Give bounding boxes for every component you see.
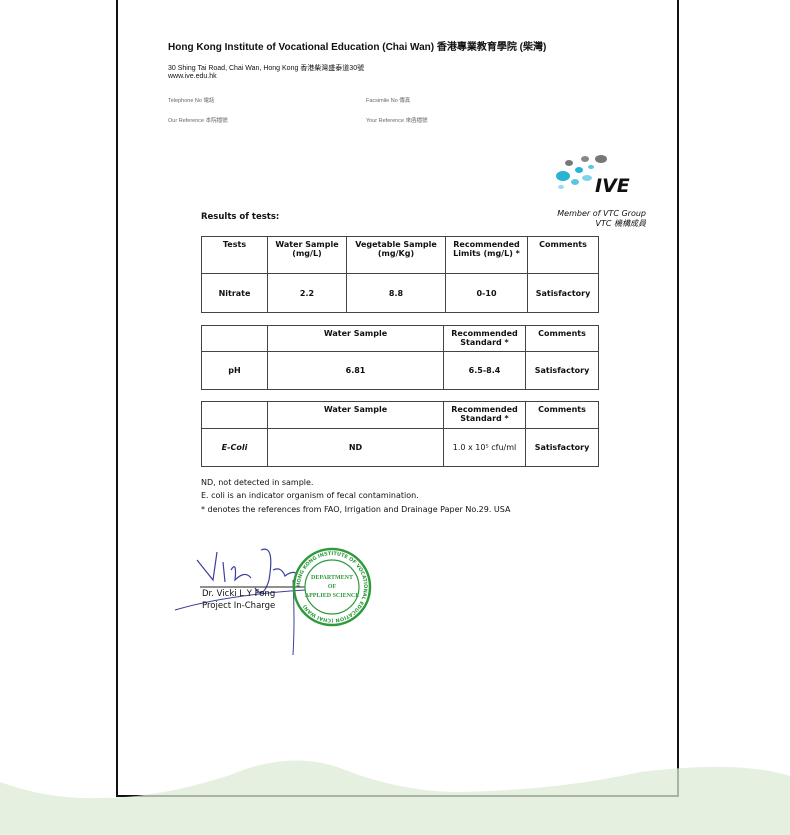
header-comments: Comments (525, 325, 599, 352)
note-nd: ND, not detected in sample. (201, 478, 314, 487)
cell-vegetable: 8.8 (346, 273, 446, 313)
header-water-sample: Water Sample (267, 401, 444, 429)
svg-text:OF: OF (328, 584, 337, 590)
header-recommended-limits: Recommended Limits (mg/L) * (445, 236, 528, 274)
svg-text:APPLIED SCIENCE: APPLIED SCIENCE (305, 593, 360, 599)
svg-text:DEPARTMENT: DEPARTMENT (311, 575, 353, 581)
header-water-sample: Water Sample (mg/L) (267, 236, 347, 274)
signature (174, 548, 306, 656)
header-tests: Tests (201, 236, 268, 274)
signatory-name: Dr. Vicki L Y Fong (202, 589, 276, 599)
member-line-1: Member of VTC Group (557, 209, 646, 218)
telephone-label: Telephone No 電話 (168, 98, 215, 104)
cell-test: Nitrate (201, 273, 268, 313)
header-blank (201, 401, 268, 429)
facsimile-label: Facsimile No 傳真 (366, 98, 411, 104)
document-page (116, 0, 679, 797)
your-reference-label: Your Reference 來函檔號 (366, 118, 428, 124)
cell-comment: Satisfactory (525, 428, 599, 467)
cell-standard: 1.0 x 10⁵ cfu/ml (443, 428, 526, 467)
department-stamp: HONG KONG INSTITUTE OF VOCATIONAL EDUCAT… (292, 547, 372, 627)
signatory-title: Project In-Charge (202, 601, 276, 611)
note-reference: * denotes the references from FAO, Irrig… (201, 505, 511, 514)
ive-logo: IVE (556, 155, 630, 197)
header-recommended-standard: Recommended Standard * (443, 401, 526, 429)
header-comments: Comments (525, 401, 599, 429)
nitrate-table: Tests Water Sample (mg/L) Vegetable Samp… (201, 236, 599, 313)
header-recommended-standard: Recommended Standard * (443, 325, 526, 352)
header-comments: Comments (527, 236, 599, 274)
cell-limit: 0-10 (445, 273, 528, 313)
ecoli-table: Water Sample Recommended Standard * Comm… (201, 401, 599, 467)
cell-water: 6.81 (267, 351, 444, 390)
institution-name: Hong Kong Institute of Vocational Educat… (168, 42, 547, 53)
results-title: Results of tests: (201, 212, 280, 222)
header-vegetable-sample: Vegetable Sample (mg/Kg) (346, 236, 446, 274)
header-blank (201, 325, 268, 352)
svg-text:IVE: IVE (595, 175, 630, 197)
note-ecoli: E. coli is an indicator organism of feca… (201, 491, 419, 500)
table-row: pH 6.81 6.5-8.4 Satisfactory (201, 351, 599, 390)
cell-water: ND (267, 428, 444, 467)
cell-comment: Satisfactory (527, 273, 599, 313)
cell-standard: 6.5-8.4 (443, 351, 526, 390)
table-row: Nitrate 2.2 8.8 0-10 Satisfactory (201, 273, 599, 313)
header-water-sample: Water Sample (267, 325, 444, 352)
our-reference-label: Our Reference 本院檔號 (168, 118, 228, 124)
cell-comment: Satisfactory (525, 351, 599, 390)
cell-water: 2.2 (267, 273, 347, 313)
member-note: Member of VTC Group VTC 機構成員 (557, 209, 646, 229)
table-row: E-Coli ND 1.0 x 10⁵ cfu/ml Satisfactory (201, 428, 599, 467)
address: 30 Shing Tai Road, Chai Wan, Hong Kong 香… (168, 65, 365, 72)
member-line-2: VTC 機構成員 (595, 219, 647, 228)
cell-test: pH (201, 351, 268, 390)
cell-test: E-Coli (201, 428, 268, 467)
website: www.ive.edu.hk (168, 73, 217, 80)
ph-table: Water Sample Recommended Standard * Comm… (201, 325, 599, 390)
